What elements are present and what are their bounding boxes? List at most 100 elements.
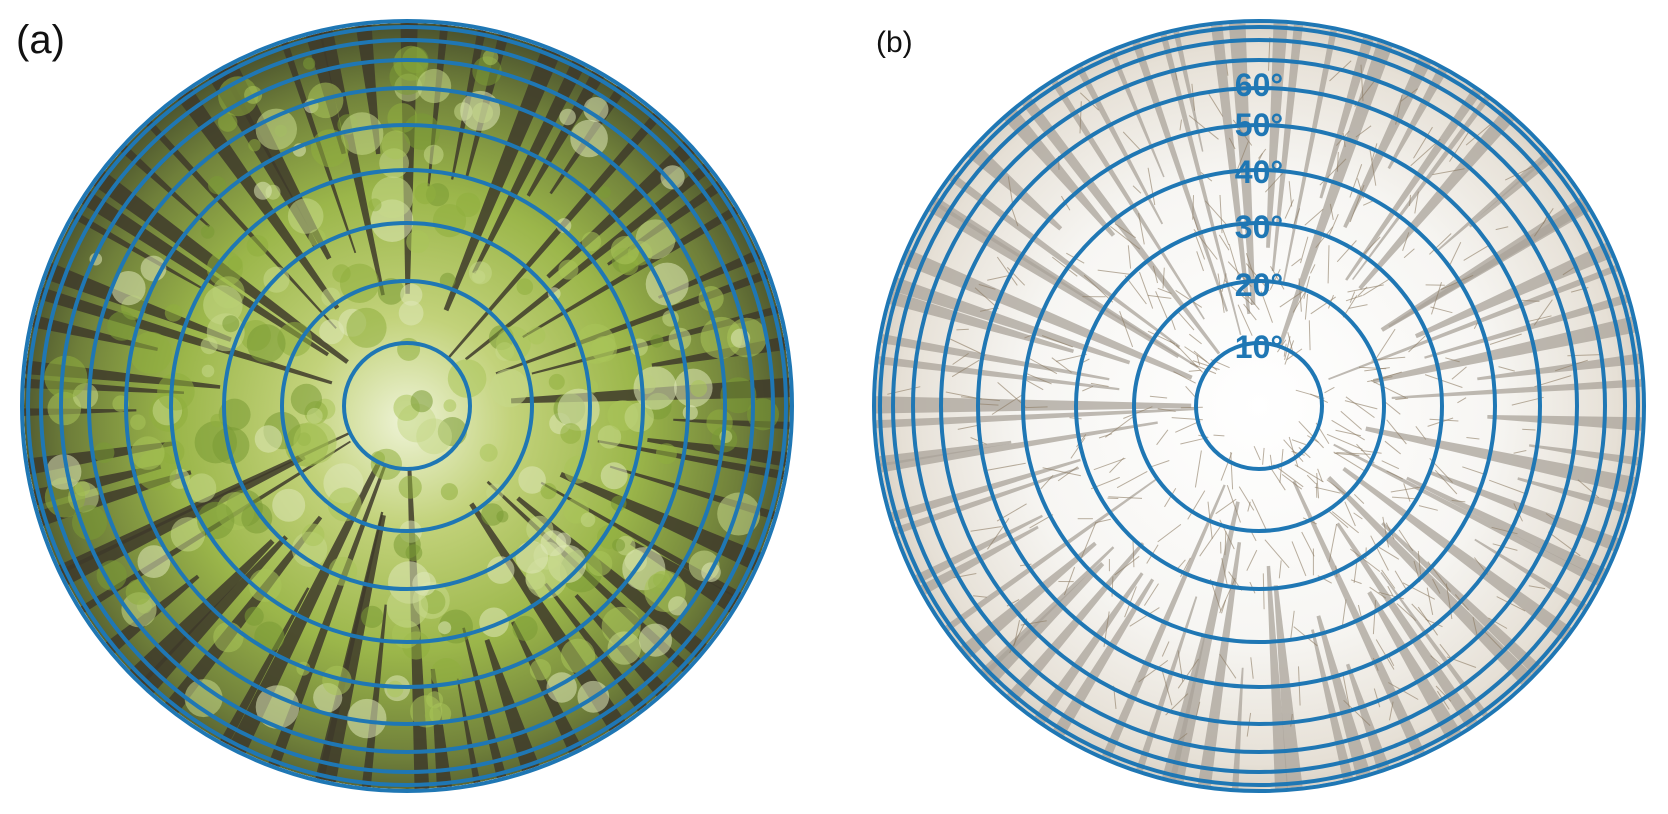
- tree-trunk: [1469, 146, 1563, 228]
- twig: [1188, 115, 1219, 140]
- twig: [1095, 518, 1111, 524]
- tree-trunk: [974, 562, 1105, 693]
- foliage-patch: [540, 483, 557, 500]
- twig: [1331, 511, 1360, 534]
- twig: [1082, 385, 1094, 392]
- tree-trunk: [312, 511, 384, 789]
- twig: [1489, 479, 1527, 495]
- foliage-patch: [157, 372, 195, 411]
- twig: [1187, 490, 1206, 520]
- twig: [1345, 396, 1375, 419]
- tree-trunk: [443, 36, 566, 312]
- twig: [1435, 685, 1452, 702]
- tree-trunk: [1209, 23, 1251, 315]
- foliage-patch: [512, 615, 538, 641]
- twig: [1219, 577, 1236, 614]
- twig: [1122, 131, 1141, 151]
- twig: [1180, 406, 1203, 409]
- twig: [1465, 123, 1492, 146]
- twig: [1462, 466, 1486, 476]
- twig: [1192, 195, 1194, 220]
- twig: [1119, 311, 1134, 348]
- twig: [987, 462, 1026, 471]
- foliage-patch: [525, 569, 546, 590]
- foliage-patch: [515, 541, 549, 574]
- twig: [1308, 320, 1311, 351]
- tree-trunk: [1027, 572, 1144, 734]
- tree-trunk: [1336, 522, 1485, 738]
- twig: [1177, 658, 1199, 689]
- twig: [1424, 374, 1463, 388]
- twig: [1488, 617, 1508, 629]
- tree-trunk: [1231, 667, 1244, 789]
- twig: [1344, 400, 1378, 410]
- foliage-patch: [489, 368, 529, 408]
- foliage-patch: [246, 324, 286, 363]
- twig: [1434, 469, 1458, 495]
- twig: [1116, 470, 1148, 489]
- zenith-angle-ring: [342, 341, 472, 471]
- foliage-patch: [597, 425, 622, 449]
- tree-trunk: [157, 515, 323, 723]
- twig: [1292, 288, 1308, 313]
- twig: [1418, 505, 1438, 511]
- tree-trunk: [1266, 23, 1289, 248]
- zenith-angle-ring: [39, 38, 775, 774]
- twig: [1403, 248, 1415, 259]
- zenith-angle-ring: [124, 123, 690, 689]
- foliage-patch: [416, 418, 452, 455]
- twig: [1114, 223, 1136, 239]
- foliage-patch: [410, 695, 443, 728]
- twig: [1369, 586, 1387, 599]
- twig: [1439, 643, 1451, 658]
- twig: [1132, 540, 1135, 568]
- tree-trunk: [1380, 572, 1495, 727]
- tree-trunk: [1342, 467, 1582, 648]
- twig: [1398, 529, 1414, 552]
- foliage-patch: [290, 383, 322, 415]
- twig: [1472, 616, 1478, 636]
- tree-trunk: [446, 103, 669, 360]
- twig: [1051, 357, 1072, 373]
- twig: [1194, 232, 1206, 260]
- tree-trunk: [909, 525, 1039, 601]
- foliage-patch: [468, 261, 492, 285]
- twig: [1298, 447, 1311, 459]
- foliage-patch: [381, 130, 411, 160]
- foliage-patch: [479, 443, 498, 462]
- twig: [1195, 701, 1201, 718]
- twig: [1329, 511, 1349, 529]
- ring-label: 20°: [1235, 267, 1283, 303]
- twig: [1220, 452, 1233, 481]
- twig: [1250, 657, 1254, 679]
- ring-label: 30°: [1235, 209, 1283, 245]
- foliage-patch: [423, 144, 444, 165]
- foliage-patch: [655, 443, 677, 465]
- twig: [1260, 290, 1273, 323]
- tree-trunk: [935, 478, 1157, 639]
- twig: [1382, 516, 1390, 548]
- twig: [1179, 119, 1182, 131]
- foliage-patch: [518, 466, 546, 494]
- twig: [1357, 286, 1368, 297]
- tree-trunk: [1391, 378, 1642, 399]
- tree-trunk: [958, 136, 1063, 231]
- twig: [1191, 83, 1196, 111]
- foliage-patch: [218, 112, 238, 132]
- foliage-patch: [222, 315, 240, 333]
- twig: [1189, 362, 1217, 375]
- ring-label: 60°: [1235, 67, 1283, 103]
- twig: [1057, 466, 1078, 482]
- twig: [1238, 486, 1255, 511]
- twig: [1349, 548, 1381, 572]
- foliage-patch: [368, 198, 382, 212]
- twig: [1448, 241, 1462, 267]
- twig: [1361, 236, 1381, 257]
- twig: [1111, 576, 1114, 597]
- twig: [997, 382, 1026, 407]
- foliage-patch: [398, 475, 422, 499]
- twig: [1199, 524, 1223, 557]
- foliage-patch: [111, 271, 146, 306]
- twig: [949, 338, 986, 356]
- twig: [1528, 585, 1546, 590]
